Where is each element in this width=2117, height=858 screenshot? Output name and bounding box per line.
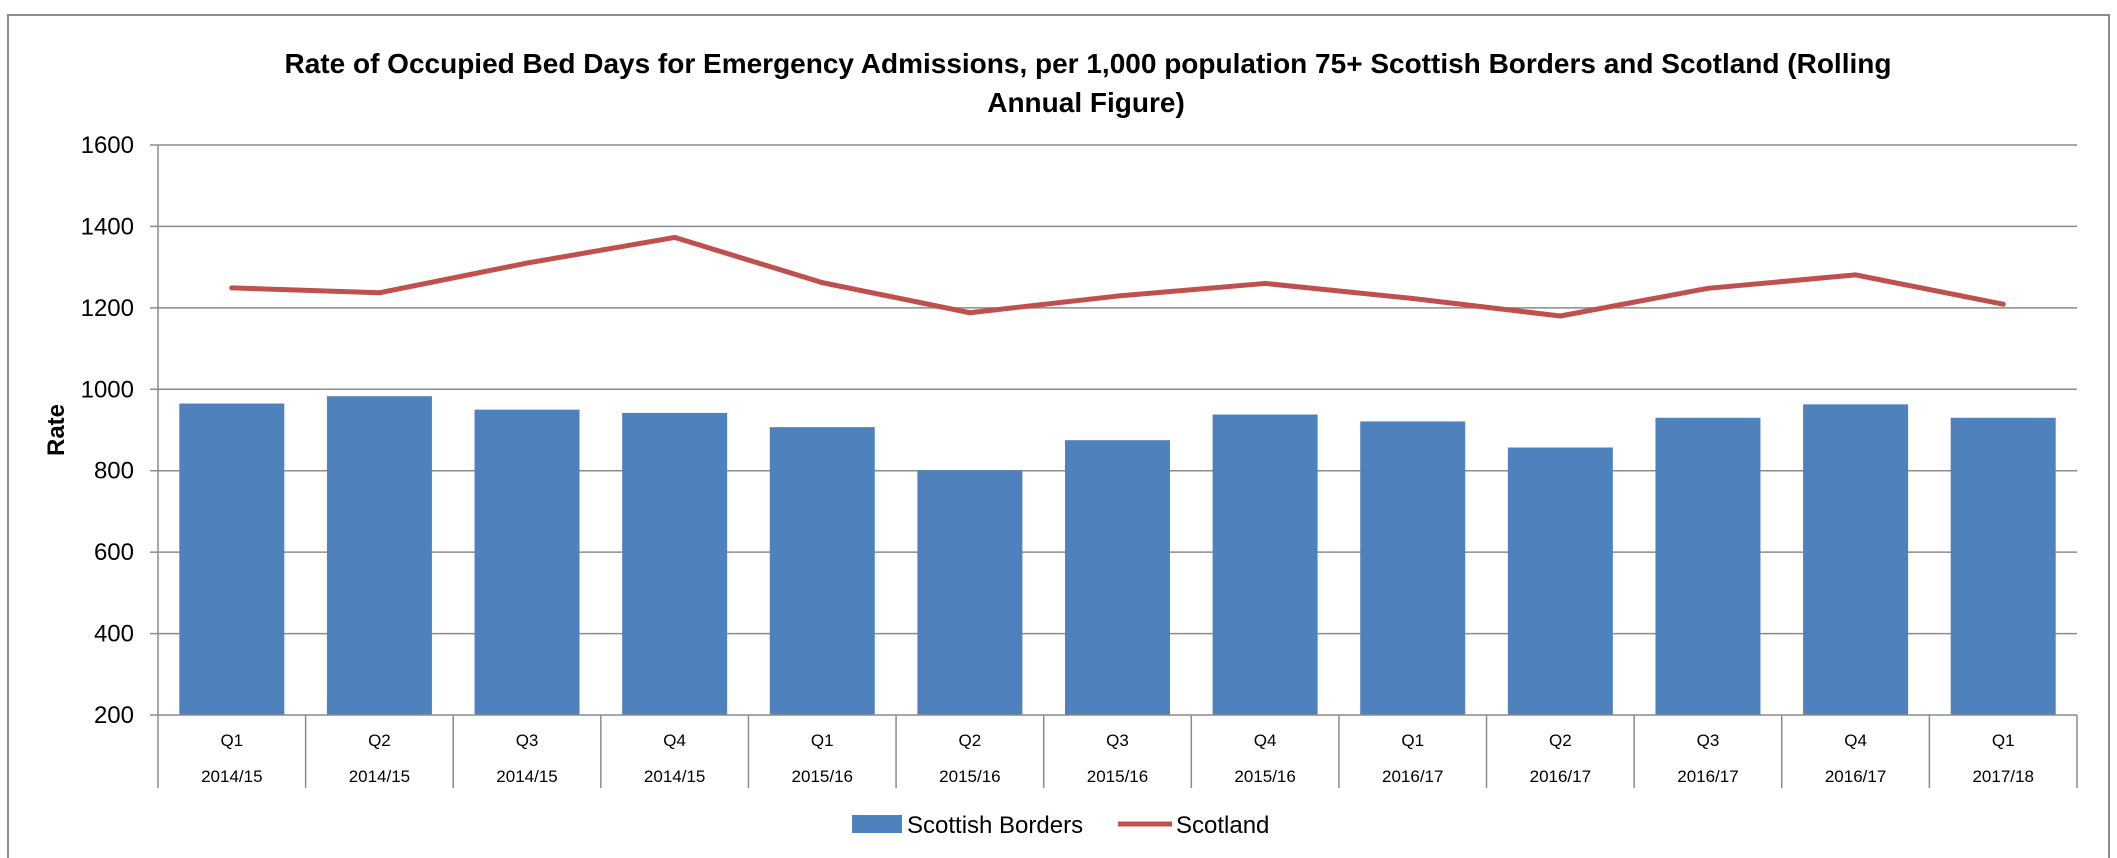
bar-scottish-borders bbox=[474, 409, 580, 715]
x-tick-labels: Q1 2014/15 Q2 2014/15 Q3 2014/15 Q4 2014/15 Q1 20… bbox=[201, 731, 2034, 786]
bar-scottish-borders bbox=[1360, 421, 1466, 715]
x-tick-label-year: 2014/15 bbox=[496, 767, 557, 786]
x-tick-label-year: 2016/17 bbox=[1382, 767, 1443, 786]
point-scotland bbox=[967, 310, 973, 316]
legend-label-scotland: Scotland bbox=[1176, 812, 1269, 839]
x-tick-label-quarter: Q2 bbox=[368, 731, 391, 750]
line-scotland bbox=[229, 234, 2006, 319]
point-scotland bbox=[229, 285, 235, 291]
x-tick-label-year: 2015/16 bbox=[792, 767, 853, 786]
y-tick-label: 800 bbox=[94, 458, 134, 485]
x-tick-label-quarter: Q4 bbox=[1844, 731, 1867, 750]
chart-title-line1: Rate of Occupied Bed Days for Emergency … bbox=[285, 48, 1892, 79]
point-scotland bbox=[1705, 285, 1711, 291]
x-tick-label-quarter: Q2 bbox=[1549, 731, 1572, 750]
y-tick-labels: 200 400 600 800 1000 1200 1400 1600 bbox=[81, 132, 134, 729]
bar-scottish-borders bbox=[1803, 404, 1909, 715]
x-tick-label-quarter: Q1 bbox=[811, 731, 834, 750]
y-tick-label: 1600 bbox=[81, 132, 134, 159]
bar-scottish-borders bbox=[1950, 417, 2056, 715]
x-tick-label-year: 2016/17 bbox=[1825, 767, 1886, 786]
x-tick-label-year: 2016/17 bbox=[1677, 767, 1738, 786]
bar-scottish-borders bbox=[1507, 447, 1613, 715]
x-tick-label-quarter: Q1 bbox=[1992, 731, 2015, 750]
point-scotland bbox=[1557, 313, 1563, 319]
point-scotland bbox=[1853, 272, 1859, 278]
legend-swatch-scottish-borders bbox=[852, 815, 902, 833]
point-scotland bbox=[1262, 280, 1268, 286]
y-axis-label: Rate bbox=[43, 404, 70, 456]
x-tick-label-year: 2014/15 bbox=[349, 767, 410, 786]
bar-scottish-borders bbox=[1655, 417, 1761, 715]
bar-scottish-borders bbox=[769, 427, 875, 715]
x-tick-label-quarter: Q3 bbox=[516, 731, 539, 750]
x-tick-label-year: 2016/17 bbox=[1530, 767, 1591, 786]
x-tick-label-year: 2014/15 bbox=[644, 767, 705, 786]
bar-scottish-borders bbox=[1065, 440, 1170, 715]
point-scotland bbox=[819, 280, 825, 286]
x-tick-label-quarter: Q3 bbox=[1106, 731, 1129, 750]
x-tick-label-quarter: Q2 bbox=[959, 731, 982, 750]
bar-series-scottish-borders bbox=[179, 396, 2056, 715]
x-tick-label-year: 2015/16 bbox=[1234, 767, 1295, 786]
bar-scottish-borders bbox=[326, 396, 432, 715]
y-tick-label: 1200 bbox=[81, 295, 134, 322]
y-tick-label: 200 bbox=[94, 702, 134, 729]
x-tick-label-quarter: Q1 bbox=[1401, 731, 1424, 750]
point-scotland bbox=[524, 260, 530, 266]
x-tick-label-quarter: Q3 bbox=[1697, 731, 1720, 750]
x-tick-label-year: 2015/16 bbox=[1087, 767, 1148, 786]
bar-scottish-borders bbox=[917, 470, 1023, 715]
legend-label-scottish-borders: Scottish Borders bbox=[907, 812, 1083, 839]
x-tick-label-quarter: Q1 bbox=[220, 731, 243, 750]
x-tick-label-quarter: Q4 bbox=[663, 731, 686, 750]
bar-scottish-borders bbox=[1212, 414, 1318, 715]
axes bbox=[150, 144, 2078, 788]
y-tick-label: 400 bbox=[94, 621, 134, 648]
chart-title-line2: Annual Figure) bbox=[987, 87, 1185, 118]
bar-scottish-borders bbox=[622, 412, 728, 715]
x-tick-label-year: 2014/15 bbox=[201, 767, 262, 786]
line-series-scotland bbox=[229, 234, 2006, 319]
point-scotland bbox=[1115, 293, 1120, 299]
legend: Scottish Borders Scotland bbox=[852, 812, 1269, 839]
x-tick-label-quarter: Q4 bbox=[1254, 731, 1277, 750]
point-scotland bbox=[376, 290, 382, 296]
point-scotland bbox=[1410, 295, 1416, 301]
y-tick-label: 600 bbox=[94, 539, 134, 566]
bar-scottish-borders bbox=[179, 403, 285, 715]
y-tick-label: 1000 bbox=[81, 376, 134, 403]
point-scotland bbox=[2000, 301, 2006, 307]
x-tick-label-year: 2015/16 bbox=[939, 767, 1000, 786]
point-scotland bbox=[672, 234, 678, 240]
y-tick-label: 1400 bbox=[81, 213, 134, 240]
x-tick-label-year: 2017/18 bbox=[1972, 767, 2033, 786]
